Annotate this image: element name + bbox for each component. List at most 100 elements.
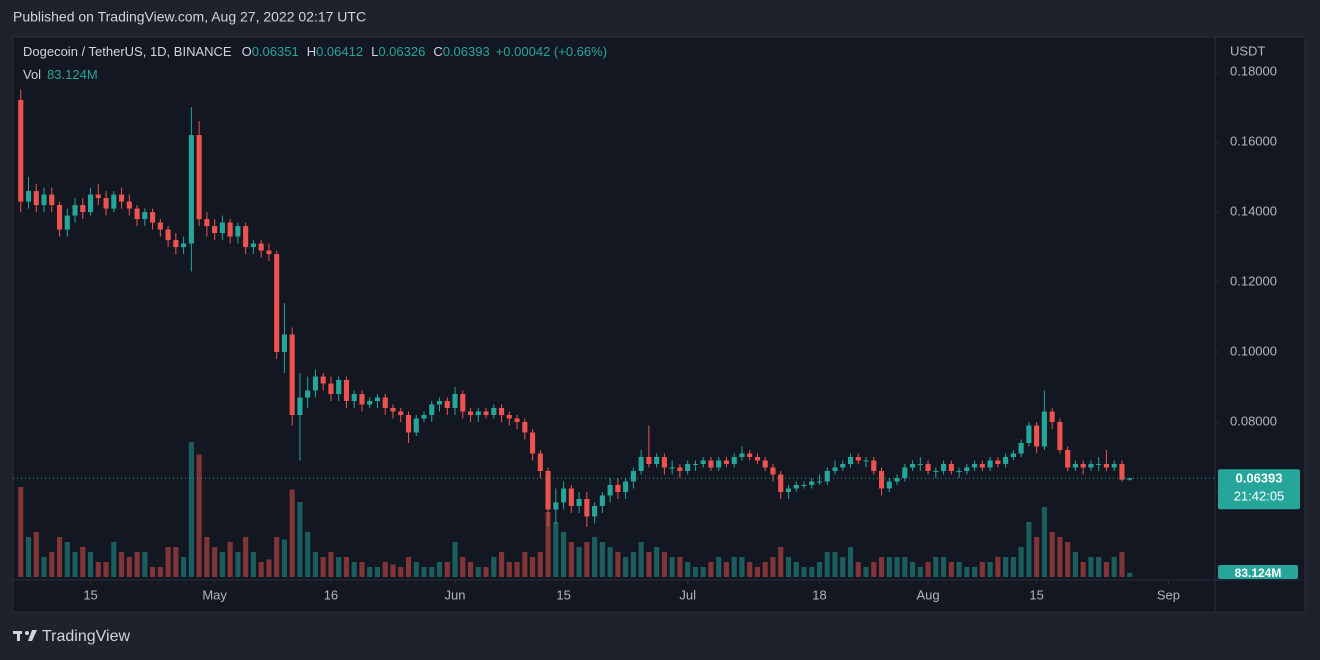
- volume-bar: [258, 562, 264, 577]
- candle-body: [948, 463, 954, 471]
- candle-body: [173, 240, 179, 248]
- candle-body: [328, 383, 334, 395]
- volume-bar: [103, 562, 109, 577]
- candle-body: [483, 411, 489, 415]
- volume-bar: [530, 557, 536, 577]
- volume-bar: [537, 552, 543, 577]
- candle-body: [1018, 442, 1024, 454]
- volume-bar: [250, 552, 256, 577]
- volume-bar: [692, 567, 698, 577]
- candle-body: [871, 460, 877, 471]
- volume-bar: [405, 557, 412, 577]
- candle-body: [847, 456, 854, 464]
- volume-bar: [1119, 552, 1125, 577]
- candle-body: [840, 463, 846, 468]
- volume-bar: [398, 567, 404, 577]
- candle-body: [49, 194, 55, 206]
- candle-body: [731, 456, 737, 464]
- volume-bar: [654, 547, 660, 577]
- volume-bar: [816, 562, 823, 577]
- candle-body: [824, 470, 830, 482]
- y-tick-label: 0.12000: [1230, 273, 1277, 288]
- legend: Dogecoin / TetherUS, 1D, BINANCE O0.06351…: [23, 44, 607, 59]
- volume-bar: [374, 567, 381, 577]
- candle-body: [467, 411, 474, 415]
- volume-label: Vol: [23, 67, 41, 82]
- volume-bar: [855, 562, 861, 577]
- candle-body: [607, 484, 613, 496]
- volume-bar: [661, 552, 667, 577]
- candle-body: [739, 453, 745, 457]
- volume-bar: [429, 567, 435, 577]
- volume-bar: [685, 562, 691, 577]
- x-tick-label: Jul: [679, 587, 696, 602]
- candle-body: [289, 334, 295, 415]
- candle-body: [1003, 456, 1009, 464]
- volume-bar: [157, 567, 163, 577]
- volume-bar: [878, 557, 885, 577]
- volume-bar: [25, 537, 32, 577]
- candle-body: [630, 470, 636, 482]
- volume-bar: [227, 542, 233, 577]
- candle-body: [1127, 478, 1133, 480]
- volume-bar: [196, 454, 202, 577]
- candle-body: [902, 467, 908, 478]
- candle-body: [933, 470, 939, 472]
- volume-bar: [1010, 557, 1016, 577]
- candle-body: [157, 222, 163, 230]
- candle-body: [227, 222, 233, 237]
- candle-body: [584, 498, 590, 517]
- candle-body: [561, 488, 567, 503]
- volume-tag-label: 83.124M: [1235, 566, 1282, 580]
- candle-body: [413, 418, 419, 433]
- ohlc-value: 0.06393: [443, 44, 490, 59]
- candle-body: [41, 194, 47, 206]
- candle-body: [816, 481, 823, 483]
- candle-body: [367, 401, 373, 405]
- volume-bar: [964, 567, 970, 577]
- x-tick-label: Aug: [917, 587, 940, 602]
- volume-bar: [126, 557, 132, 577]
- candle-body: [188, 135, 194, 244]
- candle-body: [700, 460, 706, 464]
- volume-bar: [506, 562, 512, 577]
- candle-body: [941, 463, 947, 471]
- volume-bar: [871, 562, 877, 577]
- volume-bar: [669, 557, 675, 577]
- candle-body: [95, 194, 101, 199]
- volume-bar: [33, 532, 39, 577]
- candle-body: [592, 505, 598, 517]
- volume-bar: [623, 557, 629, 577]
- volume-bar: [1034, 537, 1040, 577]
- candle-body: [444, 401, 450, 408]
- x-tick-label: 15: [1029, 587, 1043, 602]
- volume-bar: [351, 562, 357, 577]
- candle-body: [181, 243, 187, 248]
- volume-bar: [1057, 537, 1063, 577]
- volume-bar: [576, 547, 582, 577]
- x-tick-label: 15: [83, 587, 97, 602]
- volume-bar: [95, 562, 101, 577]
- volume-bar: [933, 557, 939, 577]
- candle-body: [134, 208, 140, 220]
- volume-bar: [1103, 562, 1109, 577]
- candle-body: [475, 411, 481, 415]
- volume-bar: [917, 567, 923, 577]
- ohlc: O0.06351 H0.06412 L0.06326 C0.06393: [242, 44, 490, 59]
- volume-bar: [1049, 532, 1055, 577]
- volume-bar: [305, 532, 311, 577]
- volume-bar: [297, 502, 303, 577]
- candle-body: [956, 470, 962, 472]
- candle-body: [398, 411, 404, 415]
- x-tick-label: 16: [324, 587, 338, 602]
- candle-body: [491, 408, 497, 415]
- volume-bar: [235, 552, 241, 577]
- candle-body: [460, 394, 466, 412]
- candle-body: [623, 481, 629, 492]
- candle-body: [530, 432, 536, 454]
- volume-bar: [770, 557, 776, 577]
- volume-bar: [444, 562, 450, 577]
- volume-bar: [894, 557, 900, 577]
- candle-body: [436, 401, 443, 405]
- candle-body: [809, 481, 815, 485]
